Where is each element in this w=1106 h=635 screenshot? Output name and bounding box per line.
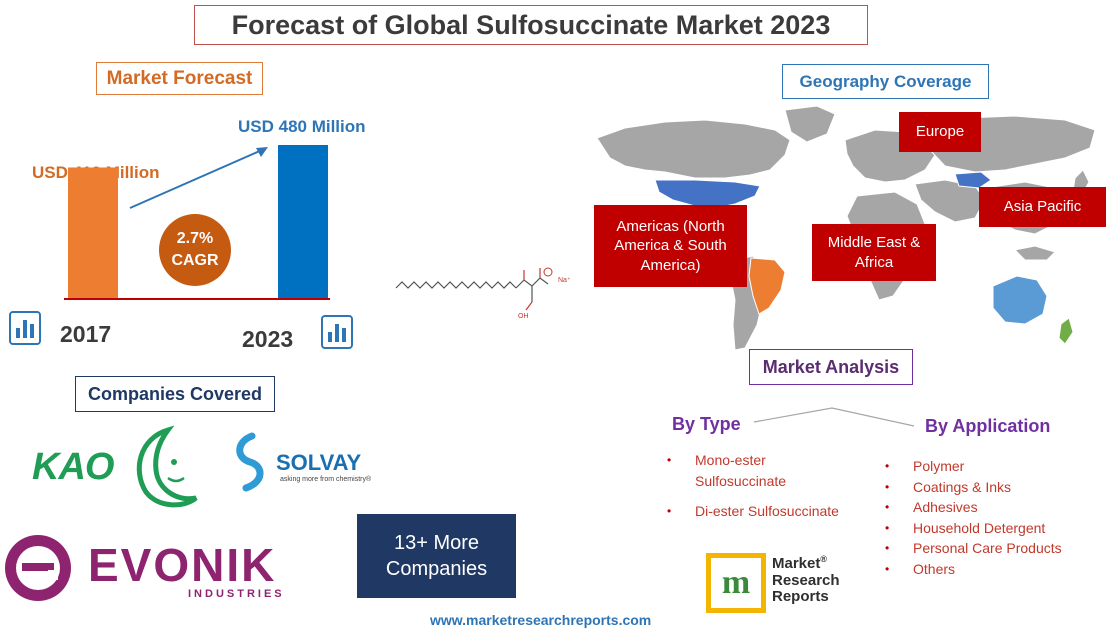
forecast-bar-chart — [64, 145, 330, 300]
sodium-label: Na⁺ — [558, 277, 571, 284]
growth-arrow — [129, 149, 263, 209]
market-forecast-heading: Market Forecast — [96, 62, 263, 95]
by-type-heading: By Type — [672, 414, 741, 434]
solvay-tagline: asking more from chemistry® — [280, 476, 372, 483]
solvay-logo: SOLVAY asking more from chemistry® — [230, 432, 390, 492]
website-link[interactable]: www.marketresearchreports.com — [430, 612, 652, 628]
market-analysis-heading: Market Analysis — [749, 349, 913, 385]
region-middle-east-africa: Middle East & Africa — [812, 224, 936, 281]
australia-highlight — [992, 275, 1048, 325]
list-item: Coatings & Inks — [885, 477, 1095, 498]
mrr-reg: ® — [820, 554, 827, 564]
kao-wordmark: KAO — [32, 446, 114, 488]
sulfosuccinate-molecule: Na⁺ OH — [395, 267, 571, 320]
list-item: Adhesives — [885, 497, 1095, 518]
companies-covered-heading: Companies Covered — [75, 376, 275, 412]
cagr-badge: 2.7% CAGR — [159, 214, 231, 286]
cagr-label: CAGR — [171, 252, 219, 269]
list-item: Mono-ester Sulfosuccinate — [667, 450, 842, 491]
by-application-list: Polymer Coatings & Inks Adhesives Househ… — [885, 456, 1095, 579]
cagr-value: 2.7% — [176, 230, 214, 248]
hydroxyl-label: OH — [518, 313, 529, 320]
region-americas: Americas (North America & South America) — [594, 205, 747, 287]
mrr-line1: Market — [772, 555, 821, 572]
list-item: Di-ester Sulfosuccinate — [667, 501, 842, 522]
new-zealand-highlight — [1058, 317, 1074, 345]
brazil-highlight — [748, 257, 786, 315]
kao-logo: KAO — [30, 424, 200, 510]
geography-coverage-heading: Geography Coverage — [782, 64, 989, 99]
bar-chart-icon — [9, 311, 41, 345]
list-item: Others — [885, 559, 1095, 580]
region-asia-pacific: Asia Pacific — [979, 187, 1106, 227]
usa-highlight — [654, 179, 761, 209]
year-2023: 2023 — [242, 326, 294, 352]
mrr-line3: Reports — [772, 588, 829, 605]
mrr-logo: m Market® Research Reports — [706, 553, 856, 615]
bar-2023 — [278, 145, 328, 299]
region-europe: Europe — [899, 112, 981, 152]
growth-arrow-head — [256, 147, 268, 157]
bar-chart-icon — [321, 315, 353, 349]
asia-highlight — [954, 171, 992, 189]
solvay-wordmark: SOLVAY — [276, 450, 362, 475]
by-type-list: Mono-ester Sulfosuccinate Di-ester Sulfo… — [667, 450, 842, 522]
evonik-logo: EVONIK INDUSTRIES — [2, 532, 302, 604]
by-application-heading: By Application — [925, 416, 1051, 436]
analysis-connector — [753, 407, 915, 427]
page-title: Forecast of Global Sulfosuccinate Market… — [194, 5, 868, 45]
value-2023-label: USD 480 Million — [238, 117, 366, 136]
list-item: Polymer — [885, 456, 1095, 477]
bar-2017 — [68, 167, 118, 299]
mrr-logo-mark: m — [706, 553, 766, 613]
list-item: Household Detergent — [885, 518, 1095, 539]
evonik-wordmark: EVONIK — [88, 539, 277, 591]
evonik-subline: INDUSTRIES — [188, 588, 285, 600]
list-item: Personal Care Products — [885, 538, 1095, 559]
mrr-line2: Research — [772, 571, 840, 589]
more-companies-box: 13+ More Companies — [357, 514, 516, 598]
year-2017: 2017 — [60, 321, 112, 347]
